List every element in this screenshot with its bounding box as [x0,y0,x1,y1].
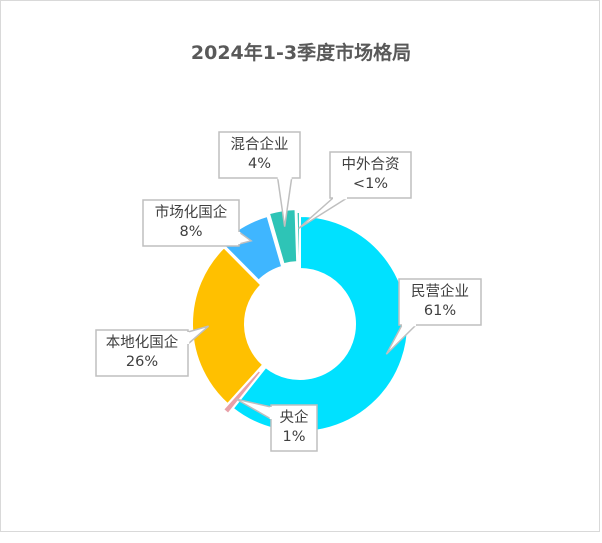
callout-box [270,404,318,452]
callout-box [142,199,240,247]
callout-pointer [187,325,210,345]
callout-5 [298,151,412,230]
slice-name: 混合企业 [230,137,289,153]
callout-4 [218,131,301,227]
slice-value: 8% [179,224,203,240]
callout-box [329,151,412,199]
chart-title: 2024年1-3季度市场格局 [190,42,412,64]
callout-1 [235,398,318,452]
callout-pointer [298,197,348,230]
slice-5 [295,210,301,267]
slice-value: 1% [282,429,306,445]
callout-box [398,278,482,326]
slice-value: 26% [125,354,159,370]
slice-value: <1% [352,176,389,192]
slice-value: 4% [247,156,271,172]
callout-0 [385,278,482,355]
data-label-4: 混合企业 4% [219,136,300,174]
slice-2 [191,245,265,406]
callout-box [218,131,301,179]
slice-name: 市场化国企 [154,205,228,221]
callout-pointer [276,177,293,227]
callout-pointer [385,324,417,355]
slice-name: 央企 [279,410,309,426]
data-label-0: 民营企业 61% [399,283,481,321]
callout-box [95,329,189,377]
data-label-1: 央企 1% [271,409,317,447]
callout-pointer [238,231,253,245]
slice-name: 中外合资 [341,157,400,173]
slice-name: 民营企业 [411,284,469,300]
data-label-2: 本地化国企 26% [96,334,188,372]
callout-2 [95,325,210,377]
callout-pointer [235,398,272,420]
slice-name: 本地化国企 [105,335,179,351]
slice-value: 61% [423,303,457,319]
data-label-3: 市场化国企 8% [143,204,239,242]
callout-3 [142,199,253,247]
data-label-5: 中外合资 <1% [330,156,411,194]
